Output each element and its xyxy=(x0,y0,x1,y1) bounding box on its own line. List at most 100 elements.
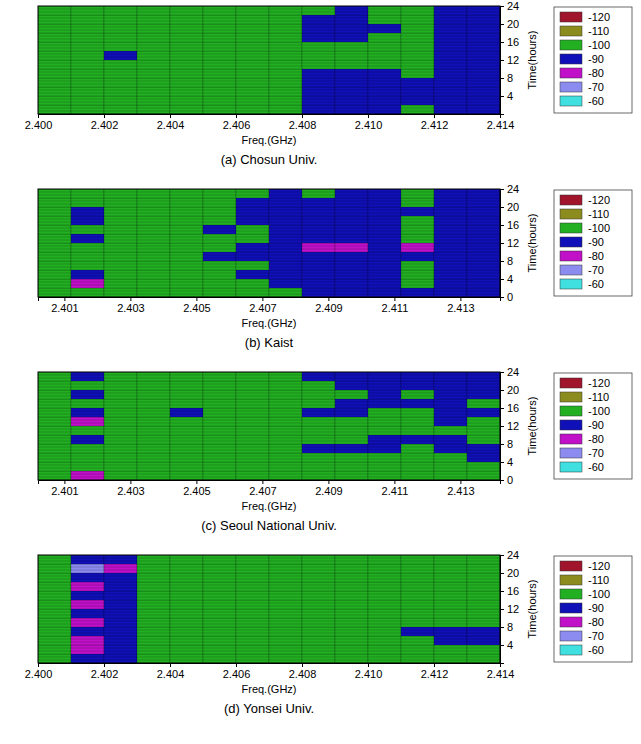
cell-stripe xyxy=(38,93,71,94)
cell-stripe xyxy=(335,405,368,406)
cell-stripe xyxy=(203,57,236,58)
cell-stripe xyxy=(71,111,104,112)
y-axis-title: Time(hours) xyxy=(526,31,538,90)
cell xyxy=(302,225,335,234)
cell-stripe xyxy=(38,219,71,220)
cell-stripe xyxy=(401,210,434,211)
cell-stripe xyxy=(368,432,401,433)
cell-stripe xyxy=(467,258,500,259)
cell-stripe xyxy=(401,9,434,10)
cell-stripe xyxy=(170,93,203,94)
cell-stripe xyxy=(434,477,467,478)
cell xyxy=(401,6,434,15)
cell xyxy=(71,417,104,426)
cell-stripe xyxy=(71,378,104,379)
cell-stripe xyxy=(467,45,500,46)
cell-stripe xyxy=(38,204,71,205)
cell xyxy=(236,252,269,261)
cell-stripe xyxy=(236,285,269,286)
cell-stripe xyxy=(38,99,71,100)
cell-stripe xyxy=(269,630,302,631)
cell-stripe xyxy=(269,429,302,430)
cell-stripe xyxy=(137,396,170,397)
cell xyxy=(467,6,500,15)
cell-stripe xyxy=(71,273,104,274)
cell-stripe xyxy=(104,612,137,613)
cell xyxy=(236,636,269,645)
cell-stripe xyxy=(203,660,236,661)
cell xyxy=(434,471,467,480)
cell xyxy=(302,207,335,216)
cell-stripe xyxy=(38,222,71,223)
cell-stripe xyxy=(368,477,401,478)
cell-stripe xyxy=(434,66,467,67)
cell-stripe xyxy=(269,420,302,421)
legend-box xyxy=(554,373,632,479)
legend-label: -110 xyxy=(588,25,609,37)
cell-stripe xyxy=(302,54,335,55)
cell-stripe xyxy=(71,411,104,412)
cell xyxy=(269,225,302,234)
cell-stripe xyxy=(38,12,71,13)
cell-stripe xyxy=(203,255,236,256)
x-axis-tick-label: 2.414 xyxy=(487,119,515,131)
cell-stripe xyxy=(104,210,137,211)
cell xyxy=(269,216,302,225)
cell-stripe xyxy=(104,375,137,376)
cell-stripe xyxy=(467,39,500,40)
cell xyxy=(302,234,335,243)
cell xyxy=(368,645,401,654)
cell-stripe xyxy=(170,222,203,223)
cell-stripe xyxy=(104,450,137,451)
cell xyxy=(137,453,170,462)
cell xyxy=(269,243,302,252)
cell xyxy=(302,105,335,114)
cell-stripe xyxy=(170,651,203,652)
cell-stripe xyxy=(71,438,104,439)
cell xyxy=(467,60,500,69)
cell-stripe xyxy=(71,285,104,286)
cell xyxy=(302,279,335,288)
cell-stripe xyxy=(38,72,71,73)
panel-caption: (a) Chosun Univ. xyxy=(221,152,318,167)
cell xyxy=(38,51,71,60)
cell-stripe xyxy=(269,633,302,634)
cell xyxy=(434,654,467,663)
cell-stripe xyxy=(368,48,401,49)
cell xyxy=(236,270,269,279)
cell-stripe xyxy=(368,72,401,73)
cell-stripe xyxy=(401,204,434,205)
cell-stripe xyxy=(368,210,401,211)
cell-stripe xyxy=(137,387,170,388)
cell-stripe xyxy=(467,192,500,193)
cell-stripe xyxy=(236,219,269,220)
cell xyxy=(401,225,434,234)
cell-stripe xyxy=(434,459,467,460)
cell-stripe xyxy=(302,99,335,100)
cell-stripe xyxy=(71,423,104,424)
legend-label: -70 xyxy=(588,81,604,93)
cell-stripe xyxy=(269,639,302,640)
cell-stripe xyxy=(368,441,401,442)
cell-stripe xyxy=(236,411,269,412)
cell-stripe xyxy=(236,48,269,49)
cell-stripe xyxy=(467,294,500,295)
cell-stripe xyxy=(203,45,236,46)
cell-stripe xyxy=(368,630,401,631)
x-axis-tick-label: 2.405 xyxy=(183,485,211,497)
cell-stripe xyxy=(434,375,467,376)
cell-stripe xyxy=(335,438,368,439)
cell xyxy=(401,87,434,96)
cell xyxy=(401,453,434,462)
x-axis: 2.4012.4032.4052.4072.4092.4112.413 xyxy=(39,297,501,314)
cell xyxy=(467,288,500,297)
cell-stripe xyxy=(368,30,401,31)
legend-swatch xyxy=(560,96,582,106)
cell-stripe xyxy=(335,411,368,412)
cell-stripe xyxy=(302,450,335,451)
cell-stripe xyxy=(335,45,368,46)
cell-stripe xyxy=(71,219,104,220)
y-axis-tick: 8 xyxy=(500,72,513,84)
cell-stripe xyxy=(71,48,104,49)
cell xyxy=(368,471,401,480)
